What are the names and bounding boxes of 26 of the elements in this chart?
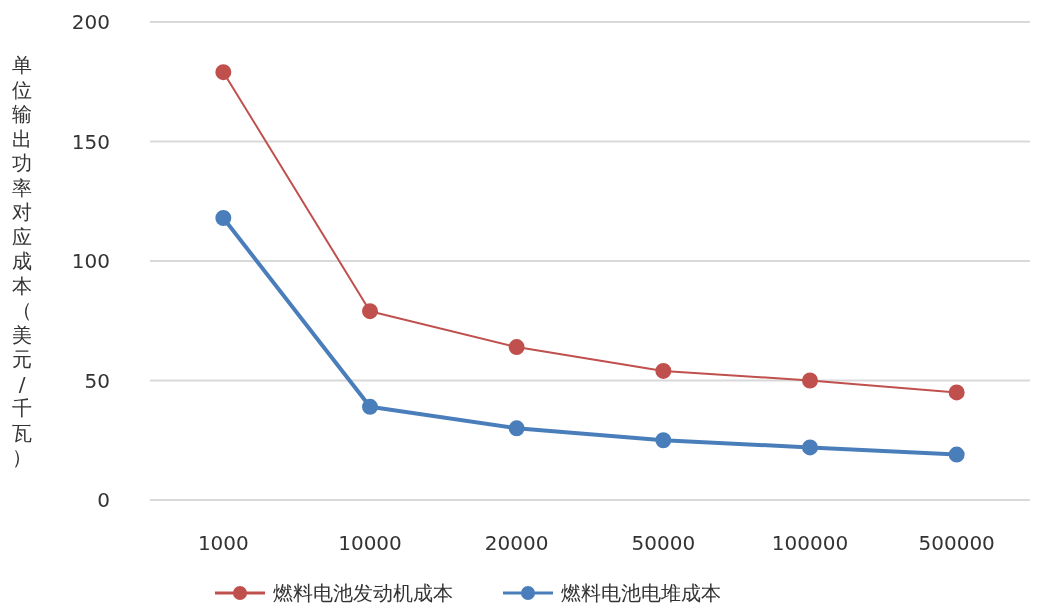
y-tick-label: 50 (84, 368, 110, 393)
x-tick-label: 1000 (197, 531, 249, 555)
y-tick-label: 0 (97, 488, 110, 512)
y-tick-label: 100 (71, 249, 110, 273)
point (215, 209, 232, 226)
x-tick-label: 500000 (918, 531, 995, 555)
point (362, 398, 378, 415)
x-tick-label: 20000 (484, 531, 549, 555)
point (655, 432, 672, 449)
legend-label: 燃料电池电堆成本 (561, 581, 721, 605)
point (802, 372, 818, 389)
y-tick-label: 150 (71, 129, 110, 154)
text: 单位输出功率对应成本（美元/千瓦） (12, 53, 32, 469)
y-tick-label: 200 (71, 10, 110, 34)
point (948, 384, 965, 401)
legend-label: 燃料电池发动机成本 (273, 581, 453, 605)
point (215, 64, 232, 81)
x-tick-label: 100000 (771, 531, 849, 555)
x-tick-label: 50000 (631, 531, 696, 555)
point (802, 439, 818, 456)
point (508, 339, 525, 356)
point (508, 420, 525, 437)
point (948, 446, 965, 463)
x-tick-label: 10000 (338, 531, 402, 555)
point (362, 303, 378, 320)
point (655, 362, 672, 379)
